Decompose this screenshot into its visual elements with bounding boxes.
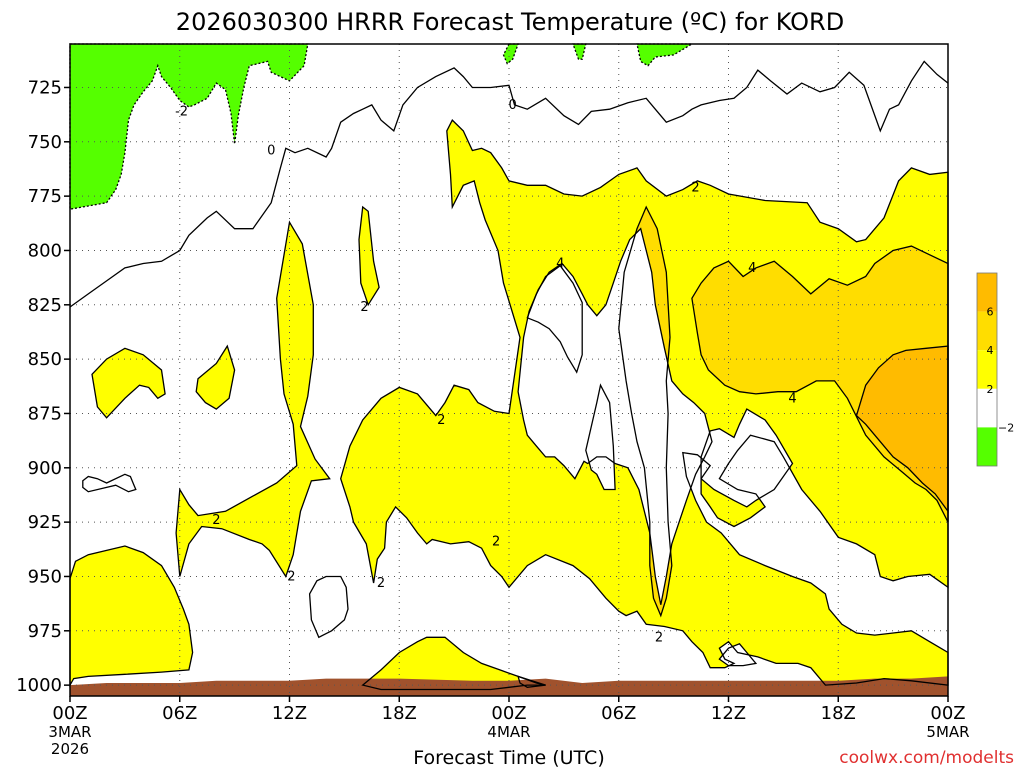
temp-region-2_to_4-5 bbox=[92, 348, 166, 418]
contour-line-4_to_6-13 bbox=[691, 245, 949, 523]
temp-region-2_to_4-4 bbox=[70, 546, 193, 686]
colorbar-segment-2 bbox=[977, 350, 997, 389]
y-tick-label-825: 825 bbox=[28, 295, 62, 316]
y-tick-label-750: 750 bbox=[28, 132, 62, 153]
y-tick-label-1000: 1000 bbox=[16, 675, 62, 696]
x-tick-label-18: 18Z bbox=[382, 703, 417, 724]
colorbar-legend: −2 2 4 6 bbox=[976, 272, 1014, 467]
date-label-48-0: 5MAR bbox=[926, 723, 969, 741]
temp-region-2_to_4-7 bbox=[176, 222, 330, 577]
contour-line-2_to_4-4 bbox=[69, 545, 194, 688]
contour-label-11: 2 bbox=[287, 569, 295, 584]
temp-region-cold_hole-16 bbox=[585, 385, 616, 490]
contour-label-0: -2 bbox=[175, 104, 188, 119]
zero-degree-contour-closed-0 bbox=[82, 473, 137, 493]
y-tick-label-725: 725 bbox=[28, 77, 62, 98]
temp-region-below_-2-1 bbox=[503, 44, 519, 64]
x-tick-label-30: 06Z bbox=[601, 703, 636, 724]
contour-label-7: 2 bbox=[437, 413, 445, 428]
y-axis-pressure: 725 750 775 800 825 850 875 900 925 950 975 1000 bbox=[16, 77, 70, 696]
zero-degree-contour bbox=[69, 60, 949, 308]
y-tick-label-925: 925 bbox=[28, 512, 62, 533]
colorbar-segment-0 bbox=[977, 273, 997, 312]
contour-line-2_to_4-9 bbox=[340, 119, 949, 686]
contour-label-4: 2 bbox=[360, 300, 368, 315]
source-credit[interactable]: coolwx.com/modelts bbox=[839, 748, 1014, 768]
temp-region-4_to_6-13 bbox=[691, 246, 948, 523]
contour-line-2_to_4-7 bbox=[175, 220, 331, 579]
contour-label-5: 4 bbox=[556, 257, 564, 272]
colorbar-label-0: −2 bbox=[998, 421, 1014, 434]
contour-line-cold_hole-16 bbox=[585, 383, 616, 491]
temp-region-6_to_8-14 bbox=[856, 346, 948, 512]
x-tick-label-6: 06Z bbox=[162, 703, 197, 724]
contour-labels: -2 0 0 2 2 4 4 2 4 2 2 2 2 2 bbox=[175, 98, 797, 645]
contour-line-4_to_6-11 bbox=[526, 264, 583, 374]
temp-region-cold_hole-17 bbox=[701, 409, 793, 507]
x-tick-label-42: 18Z bbox=[821, 703, 856, 724]
contour-label-13: 2 bbox=[655, 630, 663, 645]
x-tick-label-0: 00Z bbox=[52, 703, 87, 724]
contour-line-2_to_4-5 bbox=[91, 347, 166, 419]
temp-region-cold_hole-15 bbox=[518, 228, 712, 605]
date-label-0-1: 2026 bbox=[51, 740, 89, 758]
contour-label-3: 2 bbox=[691, 180, 699, 195]
x-tick-label-24: 00Z bbox=[491, 703, 526, 724]
contour-line-cold_hole-17 bbox=[700, 408, 794, 508]
y-tick-label-900: 900 bbox=[28, 458, 62, 479]
contour-line-2_to_4-10 bbox=[361, 636, 546, 691]
temp-region-2_to_4-6 bbox=[196, 346, 235, 410]
contour-line-cold_hole-19 bbox=[517, 675, 546, 688]
x-tick-label-12: 12Z bbox=[272, 703, 307, 724]
contour-line-2_to_4-6 bbox=[195, 344, 236, 410]
temp-region-below_-2-3 bbox=[637, 44, 692, 66]
contour-line-4_to_6-12 bbox=[618, 205, 673, 618]
contour-line-cold_hole-15 bbox=[517, 227, 713, 605]
colorbar-segment-4 bbox=[977, 427, 997, 466]
colorbar-segment-1 bbox=[977, 311, 997, 351]
date-label-24-0: 4MAR bbox=[487, 723, 530, 741]
temp-region-2_to_4-10 bbox=[362, 637, 546, 690]
temp-region-below_-2-0 bbox=[70, 44, 308, 210]
contour-label-10: 2 bbox=[492, 535, 500, 550]
chart-title: 2026030300 HRRR Forecast Temperature (ºC… bbox=[176, 8, 844, 36]
x-tick-label-36: 12Z bbox=[711, 703, 746, 724]
y-tick-label-850: 850 bbox=[28, 349, 62, 370]
x-axis-title: Forecast Time (UTC) bbox=[413, 747, 604, 768]
contour-line-below_-2-0 bbox=[69, 43, 309, 210]
y-tick-label-875: 875 bbox=[28, 403, 62, 424]
colorbar-label-1: 2 bbox=[987, 383, 994, 396]
colorbar-label-2: 4 bbox=[987, 344, 994, 357]
zero-degree-contour-closed-1 bbox=[308, 575, 349, 639]
date-label-0-0: 3MAR bbox=[48, 723, 91, 741]
y-tick-label-950: 950 bbox=[28, 566, 62, 587]
contour-label-2: 0 bbox=[509, 98, 517, 113]
contour-label-1: 0 bbox=[267, 143, 275, 158]
y-tick-label-800: 800 bbox=[28, 240, 62, 261]
contour-label-12: 2 bbox=[377, 576, 385, 591]
colorbar-segment-3 bbox=[977, 388, 997, 428]
x-tick-label-48: 00Z bbox=[930, 703, 965, 724]
contour-label-9: 2 bbox=[212, 513, 220, 528]
y-tick-label-775: 775 bbox=[28, 186, 62, 207]
contour-label-8: 4 bbox=[788, 391, 796, 406]
temp-region-2_to_4-8 bbox=[359, 207, 380, 305]
colorbar-label-3: 6 bbox=[987, 306, 994, 319]
contour-line-2_to_4-8 bbox=[358, 205, 380, 307]
contour-label-6: 4 bbox=[748, 261, 756, 276]
colorbar-frame bbox=[976, 272, 998, 467]
contour-line-cold_hole-18 bbox=[718, 643, 758, 667]
contour-line-below_-2-1 bbox=[502, 43, 520, 65]
y-tick-label-975: 975 bbox=[28, 621, 62, 642]
